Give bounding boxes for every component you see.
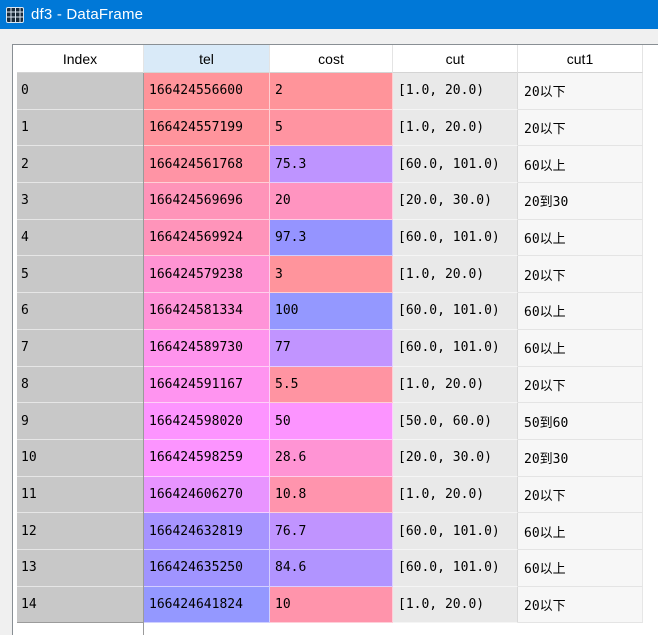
cell-cut1[interactable]: 60以上 (518, 293, 643, 330)
cell-tel[interactable]: 166424581334 (144, 293, 270, 330)
cell-tel[interactable]: 166424561768 (144, 146, 270, 184)
cell-cut[interactable]: [60.0, 101.0) (393, 513, 518, 550)
cell-cost[interactable]: 5 (270, 109, 393, 147)
cell-cut1[interactable]: 60以上 (518, 549, 643, 587)
cell-cost[interactable]: 20 (270, 183, 393, 220)
cell-tel[interactable]: 166424591167 (144, 366, 270, 404)
row-index-cell[interactable]: 9 (17, 403, 144, 440)
table-body: 0 166424556600 2 [1.0, 20.0) 20以下 1 1664245571… (17, 73, 658, 624)
cell-tel[interactable]: 166424632819 (144, 513, 270, 550)
dataframe-viewport: Index tel cost cut cut1 0 166424556600 2 [1.0, … (12, 44, 658, 635)
cell-cut1[interactable]: 60以上 (518, 329, 643, 367)
cell-tel[interactable]: 166424635250 (144, 549, 270, 587)
cell-tel[interactable]: 166424556600 (144, 73, 270, 110)
cell-cut[interactable]: [60.0, 101.0) (393, 293, 518, 330)
cell-cut[interactable]: [1.0, 20.0) (393, 586, 518, 624)
cell-cut1[interactable]: 20以下 (518, 586, 643, 624)
row-index-cell[interactable]: 2 (17, 146, 144, 184)
cell-cut[interactable]: [60.0, 101.0) (393, 146, 518, 184)
cell-tel[interactable]: 166424598259 (144, 439, 270, 477)
column-header-cut1[interactable]: cut1 (518, 45, 643, 73)
cell-cut1[interactable]: 20到30 (518, 439, 643, 477)
cell-tel[interactable]: 166424598020 (144, 403, 270, 440)
cell-cost[interactable]: 50 (270, 403, 393, 440)
cell-cost[interactable]: 5.5 (270, 366, 393, 404)
row-index-cell[interactable]: 14 (17, 586, 144, 624)
column-header-index[interactable]: Index (17, 45, 144, 73)
cell-cost[interactable]: 2 (270, 73, 393, 110)
row-index-cell[interactable]: 5 (17, 256, 144, 294)
row-index-cell[interactable]: 10 (17, 439, 144, 477)
cell-cut[interactable]: [50.0, 60.0) (393, 403, 518, 440)
table-header-row: Index tel cost cut cut1 (17, 45, 658, 73)
cell-cost[interactable]: 10 (270, 586, 393, 624)
cell-cut1[interactable]: 60以上 (518, 146, 643, 184)
cell-cut1[interactable]: 60以上 (518, 513, 643, 550)
cell-cut[interactable]: [1.0, 20.0) (393, 73, 518, 110)
cell-cut[interactable]: [1.0, 20.0) (393, 109, 518, 147)
row-index-cell[interactable]: 6 (17, 293, 144, 330)
cell-cut1[interactable]: 20以下 (518, 73, 643, 110)
column-header-cost[interactable]: cost (270, 45, 393, 73)
cell-cut[interactable]: [1.0, 20.0) (393, 256, 518, 294)
row-index-cell[interactable]: 7 (17, 329, 144, 367)
column-header-cut[interactable]: cut (393, 45, 518, 73)
cell-cost[interactable]: 100 (270, 293, 393, 330)
cell-tel[interactable]: 166424569924 (144, 219, 270, 257)
index-column-separator (143, 73, 144, 635)
row-index-cell[interactable]: 4 (17, 219, 144, 257)
column-header-tel[interactable]: tel (144, 45, 270, 73)
cell-cut1[interactable]: 20到30 (518, 183, 643, 220)
cell-cut[interactable]: [60.0, 101.0) (393, 219, 518, 257)
row-index-cell[interactable]: 13 (17, 549, 144, 587)
cell-cut1[interactable]: 20以下 (518, 256, 643, 294)
cell-tel[interactable]: 166424579238 (144, 256, 270, 294)
cell-cost[interactable]: 3 (270, 256, 393, 294)
cell-cut[interactable]: [60.0, 101.0) (393, 329, 518, 367)
row-index-cell[interactable]: 1 (17, 109, 144, 147)
row-index-cell[interactable]: 12 (17, 513, 144, 550)
table-grid-icon (6, 6, 24, 23)
cell-cut1[interactable]: 20以下 (518, 366, 643, 404)
cell-cut1[interactable]: 50到60 (518, 403, 643, 440)
cell-tel[interactable]: 166424606270 (144, 476, 270, 514)
row-index-cell[interactable]: 8 (17, 366, 144, 404)
cell-cut1[interactable]: 20以下 (518, 109, 643, 147)
cell-cost[interactable]: 84.6 (270, 549, 393, 587)
cell-tel[interactable]: 166424641824 (144, 586, 270, 624)
cell-cost[interactable]: 28.6 (270, 439, 393, 477)
row-index-cell[interactable]: 0 (17, 73, 144, 110)
cell-cost[interactable]: 75.3 (270, 146, 393, 184)
window-client-area: Index tel cost cut cut1 0 166424556600 2 [1.0, … (0, 29, 658, 635)
cell-tel[interactable]: 166424557199 (144, 109, 270, 147)
window-titlebar[interactable]: df3 - DataFrame (0, 0, 658, 29)
cell-cost[interactable]: 76.7 (270, 513, 393, 550)
row-index-cell[interactable]: 11 (17, 476, 144, 514)
window-title: df3 - DataFrame (31, 6, 144, 23)
cell-tel[interactable]: 166424569696 (144, 183, 270, 220)
cell-cut1[interactable]: 20以下 (518, 476, 643, 514)
row-index-cell[interactable]: 3 (17, 183, 144, 220)
cell-cost[interactable]: 10.8 (270, 476, 393, 514)
cell-cut[interactable]: [1.0, 20.0) (393, 476, 518, 514)
cell-cut[interactable]: [1.0, 20.0) (393, 366, 518, 404)
cell-tel[interactable]: 166424589730 (144, 329, 270, 367)
cell-cut1[interactable]: 60以上 (518, 219, 643, 257)
cell-cost[interactable]: 97.3 (270, 219, 393, 257)
cell-cut[interactable]: [60.0, 101.0) (393, 549, 518, 587)
cell-cut[interactable]: [20.0, 30.0) (393, 183, 518, 220)
cell-cost[interactable]: 77 (270, 329, 393, 367)
cell-cut[interactable]: [20.0, 30.0) (393, 439, 518, 477)
